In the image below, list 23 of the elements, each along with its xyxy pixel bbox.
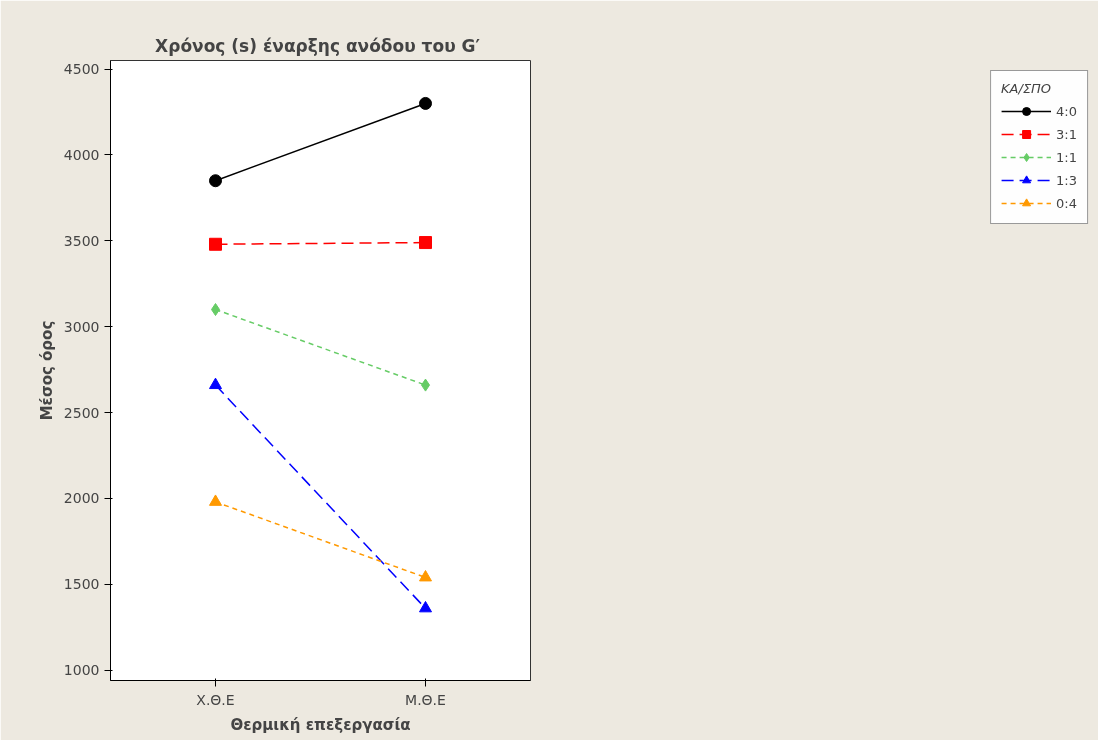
y-tick-label: 4000	[63, 146, 100, 163]
y-tick-label: 2500	[63, 404, 100, 421]
x-axis-title: Θερμική επεξεργασία	[230, 715, 411, 734]
y-tick-label: 3000	[63, 318, 100, 335]
x-tick-label: Χ.Θ.Ε	[196, 691, 235, 708]
chart-title: Χρόνος (s) έναρξης ανόδου του G′	[155, 35, 481, 56]
legend-label: 1:1	[1056, 149, 1077, 165]
legend-label: 0:4	[1056, 195, 1077, 211]
point	[209, 237, 222, 251]
y-tick-label: 3500	[63, 232, 100, 249]
point	[209, 174, 222, 188]
legend-label: 4:0	[1056, 103, 1077, 119]
x-tick-label: Μ.Θ.Ε	[405, 691, 446, 708]
point	[419, 236, 432, 250]
y-tick-label: 2000	[63, 490, 100, 507]
y-tick-label: 1500	[63, 576, 100, 593]
y-tick-label: 4500	[63, 61, 100, 78]
y-tick-label: 1000	[63, 662, 100, 679]
legend-title: ΚΑ/ΣΠΟ	[1001, 81, 1053, 96]
y-axis-title: Μέσος όρος	[37, 320, 56, 421]
legend-label: 1:3	[1056, 172, 1077, 188]
point	[419, 96, 432, 110]
legend-label: 3:1	[1056, 126, 1077, 142]
